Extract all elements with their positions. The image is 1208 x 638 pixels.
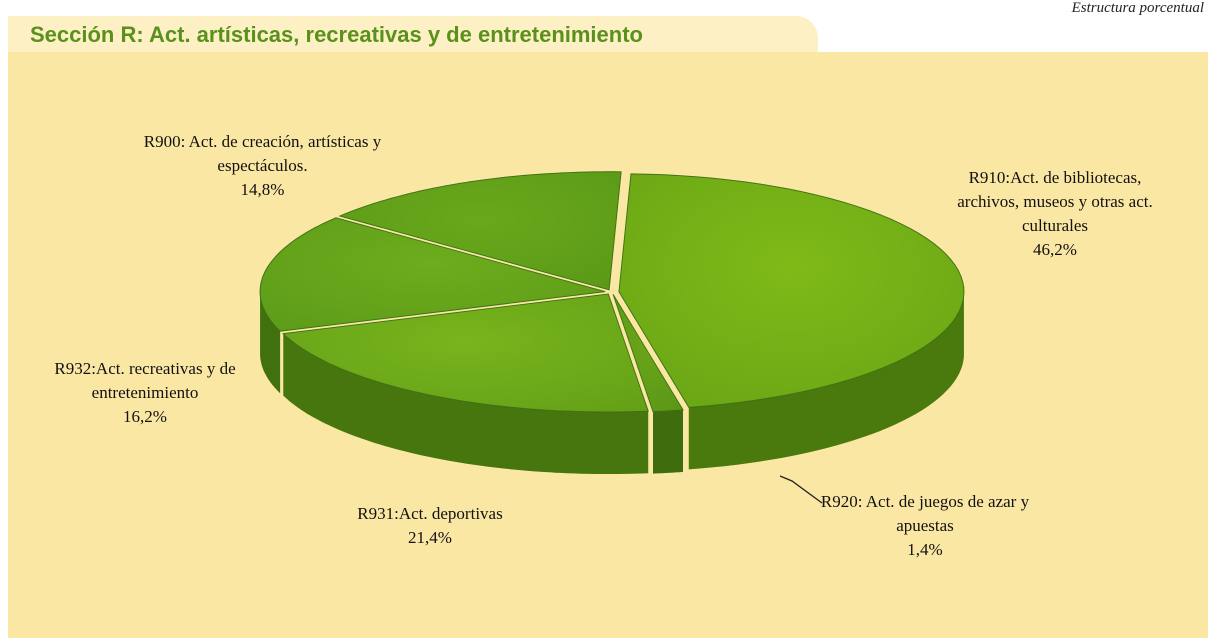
category-label: R920: Act. de juegos de azar y apuestas: [820, 492, 1030, 535]
slice-wall: [260, 292, 281, 394]
slice-label: R932:Act. recreativas y de entretenimien…: [20, 357, 270, 429]
slice-sheen: [613, 294, 683, 412]
header-note: Estructura porcentual: [1071, 0, 1204, 16]
slice-sheen: [339, 171, 622, 290]
slice-sheen: [283, 294, 649, 412]
slice-label: R900: Act. de creación, artísticas y esp…: [140, 130, 385, 202]
category-label: R931:Act. deportivas: [357, 504, 503, 523]
slice-sheen: [260, 217, 606, 332]
value-label: 14,8%: [240, 180, 285, 199]
wall-shade: [283, 333, 649, 474]
wall-shade: [260, 292, 281, 394]
category-label: R932:Act. recreativas y de entretenimien…: [54, 359, 236, 402]
category-label: R910:Act. de bibliotecas, archivos, muse…: [957, 168, 1153, 235]
value-label: 16,2%: [123, 407, 167, 426]
slice-label: R910:Act. de bibliotecas, archivos, muse…: [945, 166, 1165, 262]
slice-label: R920: Act. de juegos de azar y apuestas 1…: [810, 490, 1040, 562]
value-label: 1,4%: [907, 540, 943, 559]
category-label: R900: Act. de creación, artísticas y esp…: [143, 132, 382, 175]
wall-shade: [653, 409, 683, 474]
slice-sheen: [618, 173, 964, 408]
value-label: 46,2%: [1033, 240, 1077, 259]
leader-line: [779, 475, 823, 504]
wall-shade: [688, 294, 964, 470]
slice-wall: [283, 333, 649, 474]
slice-wall: [688, 294, 964, 470]
chart-title: Sección R: Act. artísticas, recreativas …: [30, 22, 643, 47]
slice-label: R931:Act. deportivas 21,4%: [300, 502, 560, 550]
title-tab: [8, 16, 818, 52]
slice-wall: [653, 409, 683, 474]
value-label: 21,4%: [408, 528, 452, 547]
